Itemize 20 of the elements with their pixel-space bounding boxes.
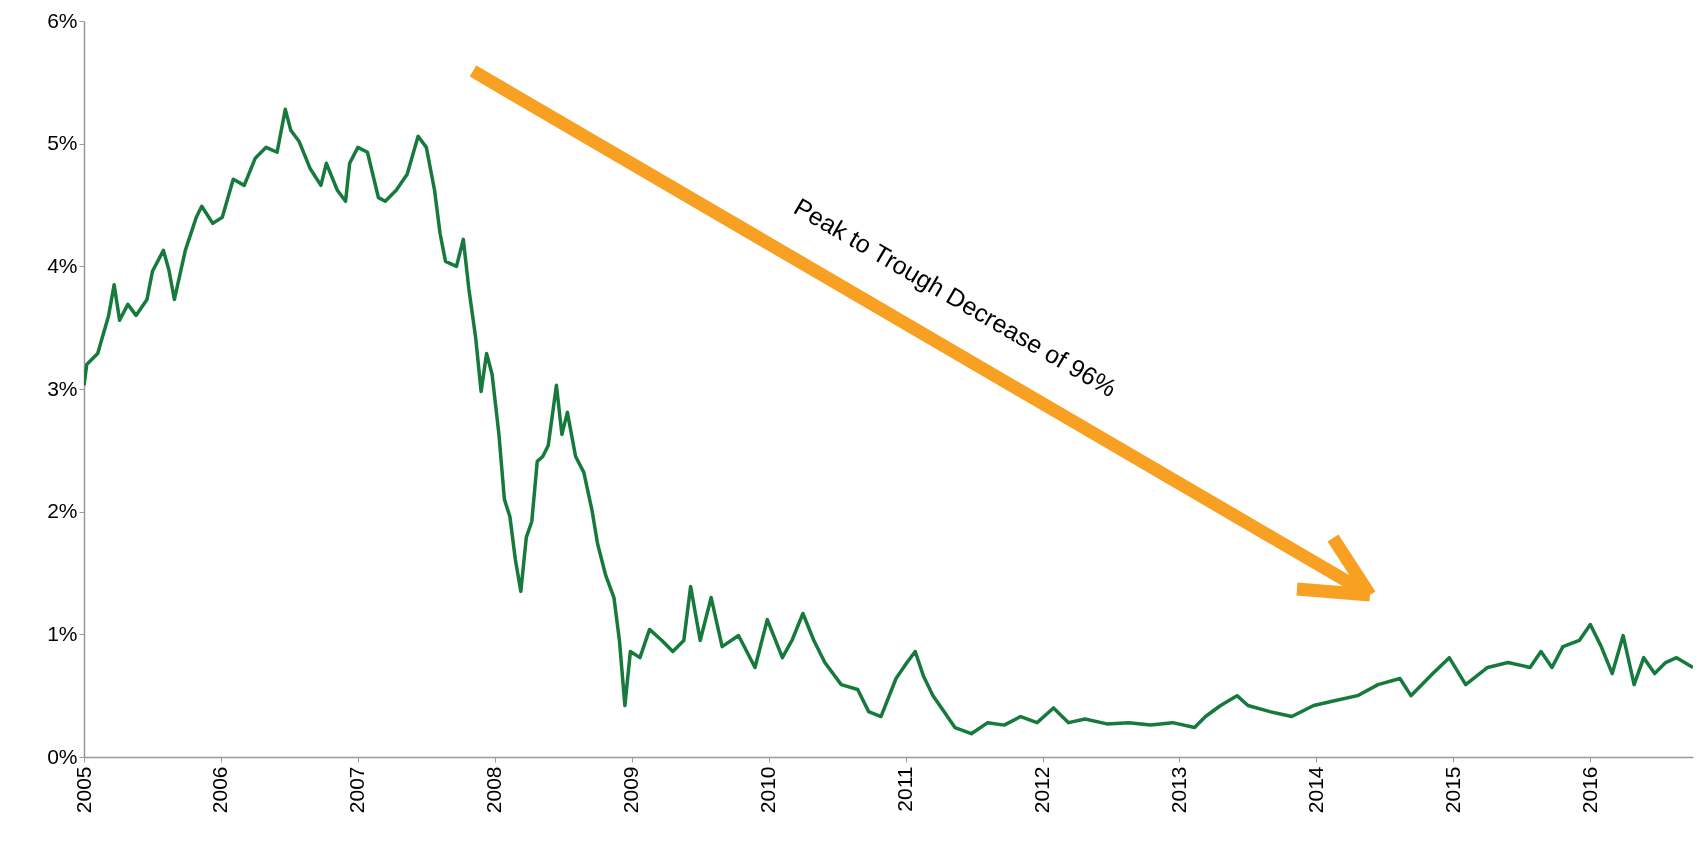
y-tick-label: 4% xyxy=(47,253,78,277)
x-tick-label: 2007 xyxy=(345,766,369,814)
line-series xyxy=(84,107,1693,736)
y-tick-label: 1% xyxy=(47,621,78,645)
x-tick-label: 2009 xyxy=(619,766,643,814)
x-tick-label: 2005 xyxy=(71,766,95,814)
x-tick-label: 2014 xyxy=(1303,766,1327,814)
y-tick-label: 3% xyxy=(47,376,78,400)
x-tick-label: 2015 xyxy=(1440,766,1464,814)
y-tick-label: 2% xyxy=(47,499,78,523)
x-tick-label: 2016 xyxy=(1577,766,1601,814)
x-tick-label: 2013 xyxy=(1166,766,1190,814)
x-tick-label: 2011 xyxy=(893,766,917,812)
y-tick-label: 5% xyxy=(47,131,78,155)
y-tick-label: 6% xyxy=(47,8,78,32)
x-tick-label: 2008 xyxy=(482,766,506,814)
x-tick-label: 2010 xyxy=(756,766,780,814)
y-tick-label: 0% xyxy=(47,744,78,768)
x-tick-label: 2006 xyxy=(208,766,232,814)
x-tick-label: 2012 xyxy=(1030,766,1054,814)
